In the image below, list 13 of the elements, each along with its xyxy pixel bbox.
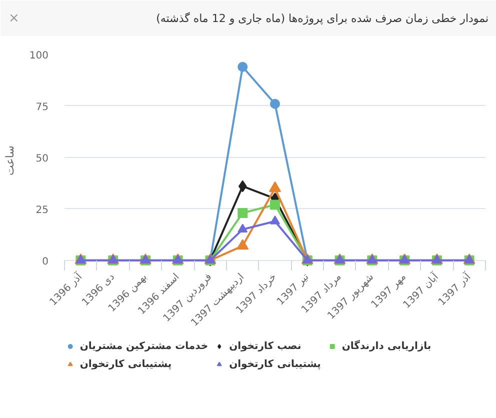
legend-label: پشتیبانی کارتخوان bbox=[80, 358, 172, 370]
legend-label: بازاریابی دارندگان bbox=[342, 340, 432, 352]
text: × bbox=[8, 11, 20, 26]
legend-label: نصب کارتخوان bbox=[229, 340, 302, 352]
y-tick-label: 0 bbox=[42, 256, 49, 268]
y-tick-label: 75 bbox=[36, 102, 49, 113]
y-tick-label: 50 bbox=[36, 153, 49, 164]
chart-title: نمودار خطی زمان صرف شده برای پروژه‌ها (ماه جاری و 12 ماه گذشته) bbox=[156, 12, 489, 25]
y-tick-label: 100 bbox=[29, 50, 49, 62]
y-axis-title: ساعت bbox=[3, 146, 16, 176]
legend-label: خدمات مشترکین مشتریان bbox=[80, 340, 208, 352]
y-tick-label: 25 bbox=[36, 204, 49, 216]
legend-label: پشتیبانی کارتخوان bbox=[229, 358, 321, 370]
